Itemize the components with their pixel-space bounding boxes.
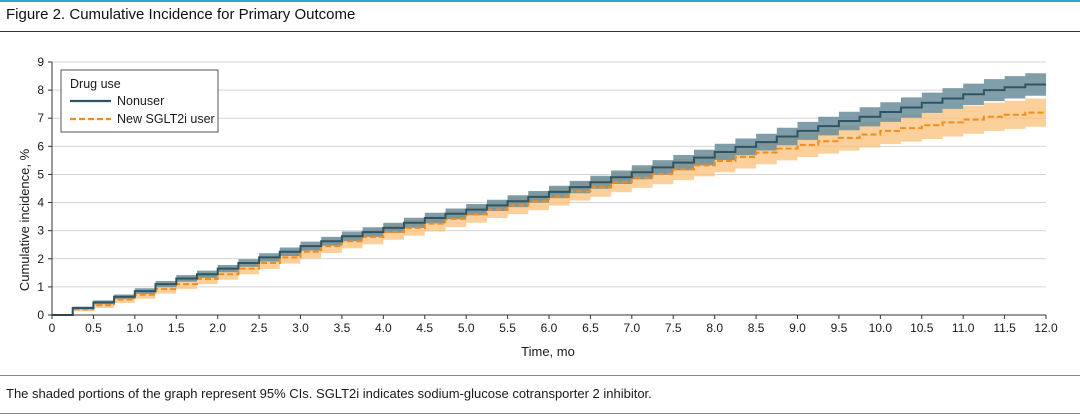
x-tick-label: 4.5 xyxy=(416,321,433,335)
y-tick-label: 2 xyxy=(37,252,44,266)
ci-band-sglt2i-user xyxy=(52,98,1046,315)
x-tick-label: 4.0 xyxy=(375,321,392,335)
figure-caption: The shaded portions of the graph represe… xyxy=(6,386,652,401)
figure-title: Figure 2. Cumulative Incidence for Prima… xyxy=(6,6,356,23)
x-tick-label: 10.5 xyxy=(910,321,934,335)
x-tick-label: 10.0 xyxy=(869,321,893,335)
x-tick-label: 7.5 xyxy=(665,321,682,335)
top-accent-rule xyxy=(0,0,1080,2)
bottom-divider xyxy=(0,413,1080,414)
x-tick-label: 11.5 xyxy=(993,321,1016,335)
x-tick-label: 2.5 xyxy=(251,321,268,335)
title-divider xyxy=(0,31,1080,32)
x-tick-label: 1.0 xyxy=(126,321,143,335)
x-tick-label: 12.0 xyxy=(1034,321,1058,335)
series-line-nonuser xyxy=(52,83,1046,316)
y-axis-label: Cumulative incidence, % xyxy=(17,148,32,291)
x-tick-label: 0 xyxy=(49,321,56,335)
y-tick-label: 8 xyxy=(37,83,44,97)
caption-divider xyxy=(0,375,1080,376)
y-tick-label: 0 xyxy=(37,308,44,322)
legend-label-nonuser: Nonuser xyxy=(117,94,164,108)
x-tick-label: 7.0 xyxy=(623,321,640,335)
cumulative-incidence-chart: 0 0.5 1.0 1.5 2.0 2.5 3.0 3.5 4.0 4.5 5.0 5.5 6.0 6.5… xyxy=(17,55,1058,359)
x-tick-label: 6.5 xyxy=(582,321,599,335)
x-tick-label: 0.5 xyxy=(85,321,102,335)
y-tick-label: 3 xyxy=(37,224,44,238)
x-tick-labels: 0 0.5 1.0 1.5 2.0 2.5 3.0 3.5 4.0 4.5 5.0 5.5 6.0 6.5… xyxy=(49,315,1058,335)
chart-container: 0 0.5 1.0 1.5 2.0 2.5 3.0 3.5 4.0 4.5 5.0 5.5 6.0 6.5… xyxy=(0,40,1080,370)
x-tick-label: 9.5 xyxy=(831,321,848,335)
x-tick-label: 5.0 xyxy=(458,321,475,335)
series-lines xyxy=(52,83,1046,316)
y-tick-label: 1 xyxy=(37,280,44,294)
y-tick-labels: 0 1 2 3 4 5 6 7 8 9 xyxy=(37,55,52,322)
y-tick-label: 5 xyxy=(37,167,44,181)
y-tick-label: 7 xyxy=(37,111,44,125)
legend-title: Drug use xyxy=(70,77,121,91)
x-tick-label: 1.5 xyxy=(168,321,185,335)
x-tick-label: 2.0 xyxy=(209,321,226,335)
y-tick-label: 9 xyxy=(37,55,44,69)
legend-label-sglt2i-user: New SGLT2i user xyxy=(117,112,215,126)
legend: Drug use Nonuser New SGLT2i user xyxy=(60,69,219,133)
series-line-sglt2i-user xyxy=(52,111,1046,316)
x-tick-label: 8.0 xyxy=(706,321,723,335)
x-tick-label: 8.5 xyxy=(748,321,765,335)
y-tick-label: 4 xyxy=(37,196,44,210)
y-tick-label: 6 xyxy=(37,139,44,153)
x-tick-label: 6.0 xyxy=(541,321,558,335)
x-tick-label: 3.0 xyxy=(292,321,309,335)
x-tick-label: 5.5 xyxy=(499,321,516,335)
x-tick-label: 11.0 xyxy=(952,321,975,335)
x-axis-label: Time, mo xyxy=(521,344,575,359)
x-tick-label: 9.0 xyxy=(789,321,806,335)
x-tick-label: 3.5 xyxy=(334,321,351,335)
